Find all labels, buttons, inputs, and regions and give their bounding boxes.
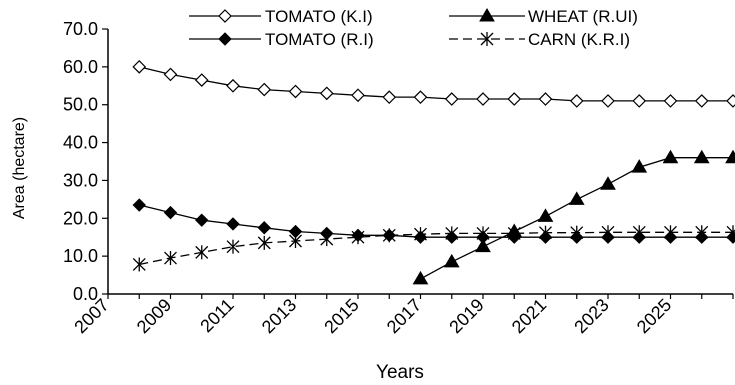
x-tick-label: 2021 [508, 295, 550, 337]
x-axis-ticks: 2007 2009 2011 2013 2015 2017 2019 2021 2023 2025 [70, 294, 734, 337]
data-point [601, 225, 615, 240]
series-4 [132, 225, 735, 272]
data-point [695, 225, 709, 240]
x-tick-label: 2023 [570, 295, 612, 337]
series-3 [132, 198, 735, 244]
y-tick-label: 10.0 [63, 246, 98, 266]
legend-item-4: CARN (K.R.I) [449, 30, 630, 49]
data-point [507, 92, 522, 106]
data-point [475, 238, 491, 253]
series-line [139, 231, 733, 266]
data-point [632, 225, 646, 240]
data-point [351, 88, 365, 103]
data-point [320, 232, 334, 247]
x-tick-label: 2025 [633, 295, 675, 337]
data-point [412, 270, 429, 285]
data-point [444, 92, 459, 106]
y-tick-label: 30.0 [63, 170, 98, 190]
data-point [568, 191, 585, 205]
y-tick-label: 20.0 [63, 208, 98, 228]
data-point [443, 253, 460, 268]
data-point [539, 225, 552, 240]
data-point [218, 9, 232, 23]
data-point [693, 149, 710, 164]
x-tick-label: 2011 [196, 295, 238, 337]
y-axis-ticks: 0.0 10.0 20.0 30.0 40.0 50.0 60.0 70.0 [63, 19, 108, 304]
series-group [132, 60, 735, 285]
series-line [420, 157, 733, 280]
data-point [476, 92, 490, 106]
data-point [537, 208, 554, 222]
data-point [319, 86, 334, 101]
legend-label: WHEAT (R.UI) [528, 7, 638, 26]
data-point [663, 94, 678, 108]
data-point [257, 235, 271, 250]
data-point [195, 213, 209, 227]
legend-item-1: TOMATO (K.I) [189, 7, 373, 26]
y-tick-label: 40.0 [63, 133, 98, 153]
data-point [257, 221, 271, 235]
series-1 [132, 60, 735, 108]
data-point [694, 94, 709, 108]
data-point [601, 94, 615, 108]
data-point [288, 84, 303, 99]
data-point [226, 239, 240, 254]
data-point [726, 225, 735, 240]
y-tick-label: 60.0 [63, 57, 98, 77]
data-point [163, 67, 178, 82]
legend-label: TOMATO (R.I) [265, 30, 374, 49]
data-point [538, 92, 553, 106]
data-point [163, 205, 178, 220]
data-point [632, 94, 647, 108]
data-point [413, 90, 428, 104]
x-tick-label: 2009 [133, 295, 175, 337]
data-point [132, 60, 147, 74]
legend-label: CARN (K.R.I) [528, 30, 630, 49]
data-point [289, 234, 302, 248]
data-point [570, 225, 584, 240]
data-point [226, 217, 240, 231]
data-point [164, 251, 177, 266]
data-point [132, 198, 146, 212]
data-point [480, 32, 494, 46]
data-point [414, 227, 427, 242]
y-tick-label: 70.0 [63, 19, 98, 39]
x-axis-label: Years [376, 362, 424, 383]
legend-item-3: TOMATO (R.I) [189, 30, 374, 49]
data-point [257, 82, 272, 97]
data-point [476, 226, 490, 241]
data-point [479, 8, 495, 22]
data-point [445, 226, 459, 241]
y-axis-label: Area (hectare) [11, 117, 28, 219]
data-point [664, 225, 677, 240]
data-point [725, 149, 735, 164]
series-2 [412, 149, 735, 285]
y-tick-label: 0.0 [73, 284, 98, 304]
x-tick-label: 2017 [383, 295, 425, 337]
y-tick-label: 50.0 [63, 95, 98, 115]
legend: TOMATO (K.I) WHEAT (R.UI) TOMATO (R.I) CARN… [189, 7, 638, 49]
legend-label: TOMATO (K.I) [265, 7, 373, 26]
data-point [351, 230, 365, 245]
data-point [195, 245, 209, 260]
data-point [218, 32, 232, 46]
data-point [507, 226, 521, 241]
data-point [382, 228, 396, 243]
data-point [132, 257, 146, 272]
data-point [382, 90, 397, 104]
x-tick-label: 2019 [445, 295, 487, 337]
data-point [662, 149, 679, 164]
data-point [726, 94, 735, 108]
data-point [569, 94, 584, 108]
x-tick-label: 2015 [320, 295, 362, 337]
data-point [226, 78, 240, 93]
data-point [631, 159, 648, 173]
x-tick-label: 2013 [258, 295, 300, 337]
data-point [600, 176, 616, 190]
data-point [194, 73, 209, 87]
legend-item-2: WHEAT (R.UI) [449, 7, 638, 26]
